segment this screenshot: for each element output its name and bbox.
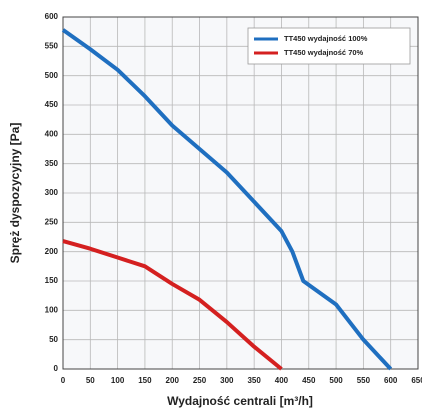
legend-box	[247, 27, 411, 65]
y-tick-label: 0	[54, 364, 59, 373]
x-tick-label: 50	[86, 376, 95, 385]
y-axis-title: Spręż dyspozycyjny [Pa]	[8, 123, 22, 264]
x-tick-label: 0	[61, 376, 66, 385]
x-tick-label: 500	[329, 376, 343, 385]
x-tick-label: 550	[357, 376, 371, 385]
y-tick-label: 50	[49, 335, 58, 344]
y-tick-label: 200	[45, 247, 59, 256]
x-axis-title: Wydajność centrali [m³/h]	[167, 394, 313, 408]
x-tick-label: 350	[247, 376, 261, 385]
y-tick-label: 350	[45, 159, 59, 168]
legend-label: TT450 wydajność 70%	[284, 48, 364, 57]
plot-frame	[62, 16, 419, 370]
x-tick-label: 300	[220, 376, 234, 385]
y-tick-label: 300	[45, 188, 59, 197]
x-tick-label: 100	[111, 376, 125, 385]
x-tick-label: 250	[193, 376, 207, 385]
y-tick-label: 250	[45, 217, 59, 226]
legend-label: TT450 wydajność 100%	[284, 34, 368, 43]
x-tick-label: 650	[411, 376, 422, 385]
y-tick-label: 500	[45, 71, 59, 80]
y-tick-label: 600	[45, 12, 59, 21]
y-tick-label: 400	[45, 129, 59, 138]
x-tick-label: 200	[166, 376, 180, 385]
x-tick-label: 600	[384, 376, 398, 385]
y-tick-label: 450	[45, 100, 59, 109]
line	[62, 239, 283, 371]
x-tick-label: 450	[302, 376, 316, 385]
y-tick-label: 150	[45, 276, 59, 285]
y-tick-label: 100	[45, 305, 59, 314]
x-tick-label: 400	[275, 376, 289, 385]
line	[61, 28, 393, 371]
x-tick-label: 150	[138, 376, 152, 385]
y-tick-label: 550	[45, 41, 59, 50]
